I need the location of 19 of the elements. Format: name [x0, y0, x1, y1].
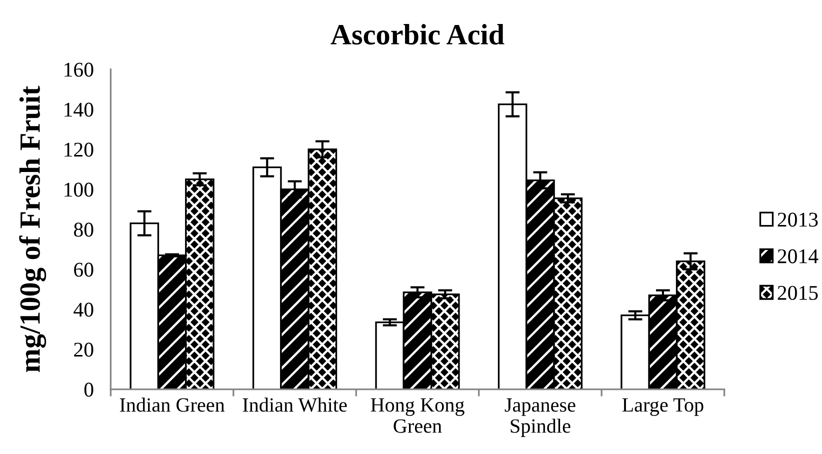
y-tick-label: 20 [74, 342, 94, 357]
y-tick-label: 40 [74, 302, 94, 317]
y-tick-label: 0 [84, 382, 94, 397]
legend-label: 2014 [778, 249, 818, 264]
y-axis-title: mg/100g of Fresh Fruit [19, 86, 46, 372]
x-tick-label: Indian Green [120, 398, 225, 412]
x-tick-label: Large Top [622, 398, 704, 416]
legend-label: 2013 [778, 212, 818, 227]
chart-title: Ascorbic Acid [330, 24, 504, 45]
legend-label: 2015 [778, 286, 818, 300]
x-tick-label: Indian White [242, 398, 347, 412]
y-tick-label: 140 [64, 102, 94, 117]
y-tick-label: 160 [64, 62, 94, 77]
y-tick-label: 60 [74, 262, 94, 277]
y-tick-label: 80 [74, 222, 94, 237]
x-tick-label: Hong Kong Green [370, 398, 464, 433]
y-tick-label: 100 [64, 182, 94, 197]
x-tick-label: Japanese Spindle [504, 398, 576, 437]
y-tick-label: 120 [64, 142, 94, 157]
